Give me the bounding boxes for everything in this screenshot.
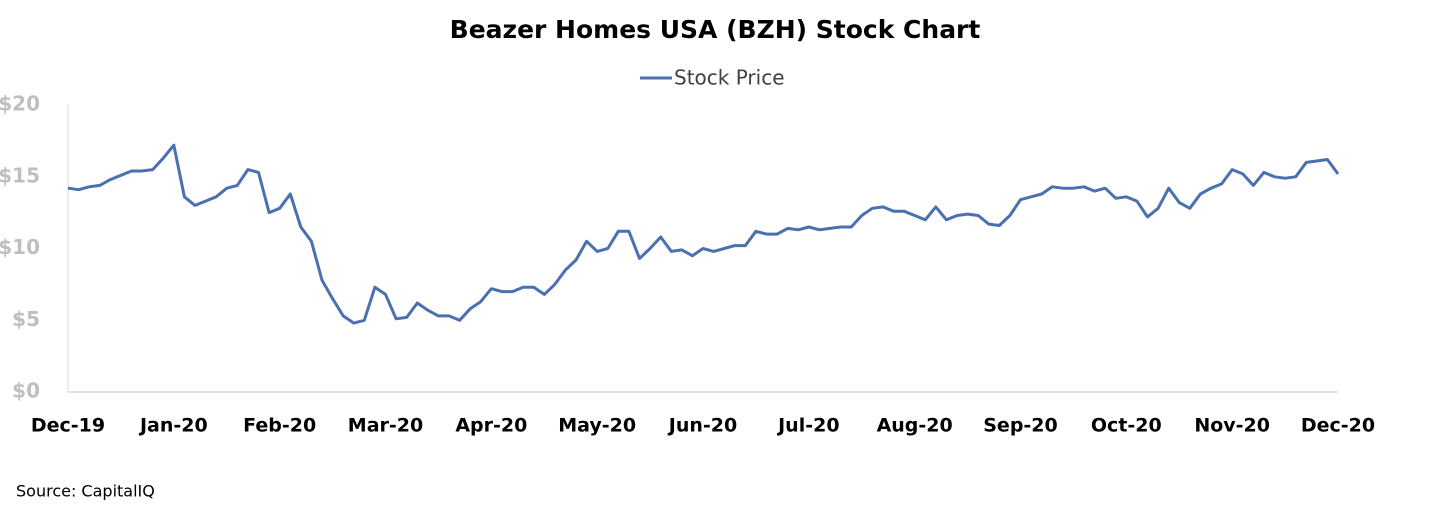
x-tick-label: Jan-20 bbox=[138, 415, 208, 437]
x-tick-label: Sep-20 bbox=[983, 415, 1058, 437]
x-tick-label: Apr-20 bbox=[455, 415, 527, 437]
x-tick-label: Dec-19 bbox=[31, 415, 105, 437]
y-tick-label: $0 bbox=[12, 379, 40, 403]
source-note: Source: CapitalIQ bbox=[16, 482, 155, 501]
x-tick-label: Feb-20 bbox=[243, 415, 316, 437]
x-tick-label: Aug-20 bbox=[877, 415, 953, 437]
y-tick-label: $5 bbox=[12, 307, 40, 331]
x-tick-label: Jul-20 bbox=[776, 415, 839, 437]
x-tick-label: May-20 bbox=[558, 415, 636, 437]
x-tick-label: Jun-20 bbox=[667, 415, 737, 437]
x-tick-label: Mar-20 bbox=[348, 415, 423, 437]
y-tick-label: $20 bbox=[0, 92, 40, 116]
chart-title: Beazer Homes USA (BZH) Stock Chart bbox=[450, 15, 981, 44]
line-series bbox=[67, 143, 1340, 325]
x-tick-label: Nov-20 bbox=[1194, 415, 1270, 437]
x-tick-label: Dec-20 bbox=[1301, 415, 1375, 437]
legend-label: Stock Price bbox=[674, 66, 785, 90]
y-tick-label: $15 bbox=[0, 163, 40, 187]
x-tick-label: Oct-20 bbox=[1091, 415, 1162, 437]
y-tick-label: $10 bbox=[0, 235, 40, 259]
